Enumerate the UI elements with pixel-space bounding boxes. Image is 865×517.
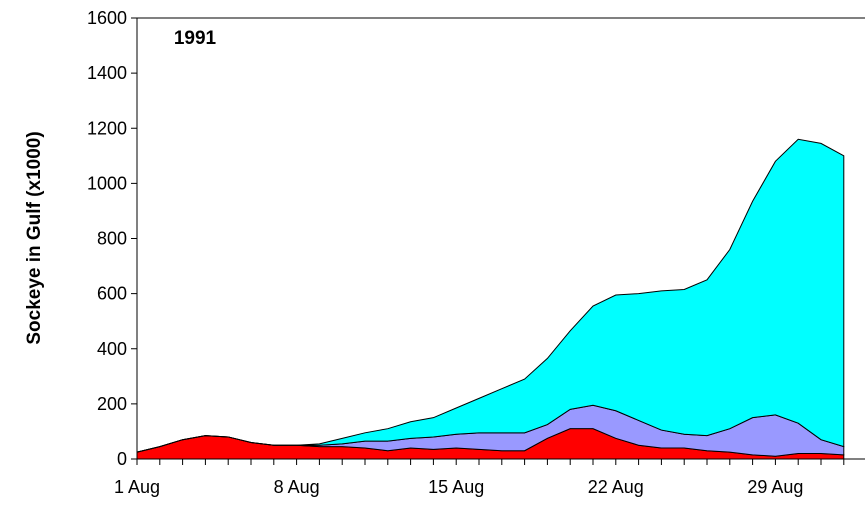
y-tick-label: 200 [97,394,127,414]
y-tick-label: 400 [97,339,127,359]
y-tick-label: 0 [117,449,127,469]
y-tick-label: 1200 [87,118,127,138]
x-tick-label: 8 Aug [274,477,320,497]
x-tick-label: 29 Aug [747,477,803,497]
y-axis-label: Sockeye in Gulf (x1000) [24,131,45,344]
x-tick-label: 22 Aug [588,477,644,497]
y-tick-label: 600 [97,284,127,304]
y-tick-label: 1000 [87,173,127,193]
x-tick-label: 1 Aug [114,477,160,497]
chart-annotation: 1991 [174,28,217,49]
x-tick-label: 15 Aug [428,477,484,497]
y-tick-label: 1400 [87,63,127,83]
y-tick-label: 1600 [87,8,127,28]
area [136,138,845,453]
y-tick-label: 800 [97,229,127,249]
